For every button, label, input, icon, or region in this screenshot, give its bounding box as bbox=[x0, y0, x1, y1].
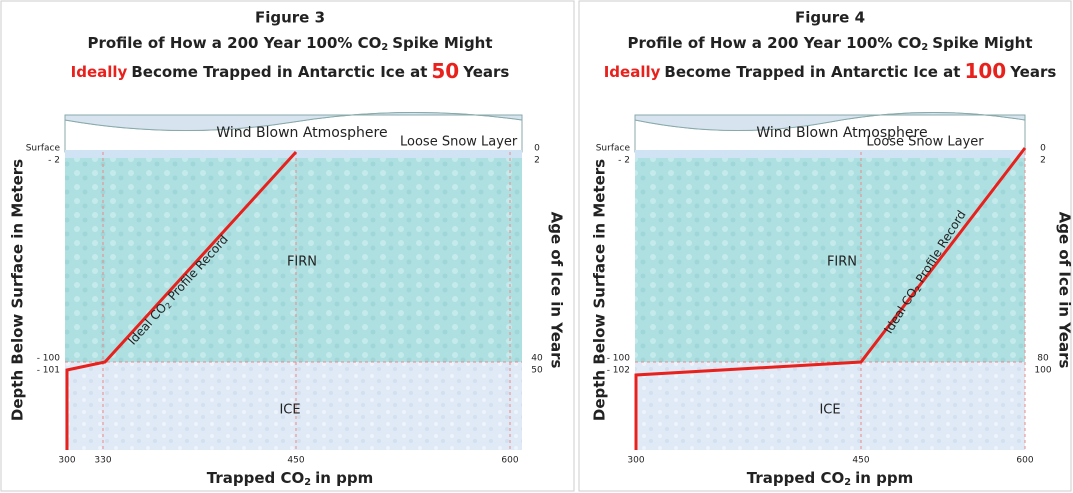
ice-label: ICE bbox=[279, 403, 300, 418]
title-line-part: 100 bbox=[964, 59, 1006, 83]
firn-label: FIRN bbox=[827, 255, 857, 270]
y-tick-label: Surface bbox=[596, 144, 631, 154]
firn bbox=[635, 152, 1025, 362]
y-axis-label: Depth Below Surface in Meters bbox=[591, 159, 609, 421]
wave bbox=[634, 111, 1026, 132]
title-line-part: Ideally bbox=[71, 63, 128, 81]
title-line-part: Become Trapped in Antarctic Ice at bbox=[131, 63, 427, 81]
y-tick-label: - 101 bbox=[37, 366, 60, 376]
y2-tick-label: 0 bbox=[1040, 144, 1046, 154]
y-tick-label: - 100 bbox=[607, 354, 631, 364]
x-axis-label: Trapped CO2 in ppm bbox=[747, 469, 913, 489]
y2-tick-label: 80 bbox=[1037, 354, 1049, 364]
y2-axis-label: Age of Ice in Years bbox=[548, 212, 566, 369]
y2-tick-label: 50 bbox=[531, 366, 543, 376]
atmosphere-label: Wind Blown Atmosphere bbox=[216, 125, 387, 141]
y2-tick-label: 0 bbox=[534, 144, 540, 154]
x-tick-label: 600 bbox=[1016, 456, 1033, 466]
ice bbox=[65, 362, 522, 450]
x-tick-label: 450 bbox=[852, 456, 869, 466]
title-line-part: 2 bbox=[381, 42, 388, 53]
y-tick-label: - 2 bbox=[48, 156, 60, 166]
title-line-part: Profile of How a 200 Year 100% CO bbox=[87, 34, 381, 52]
y2-tick-label: 40 bbox=[531, 354, 543, 364]
title-line: Profile of How a 200 Year 100% CO2 Spike … bbox=[87, 34, 492, 54]
title-line-part: Spike Might bbox=[392, 34, 492, 52]
title-line: Profile of How a 200 Year 100% CO2 Spike … bbox=[627, 34, 1032, 54]
snow-label: Loose Snow Layer bbox=[400, 135, 518, 150]
title-line: Ideally Become Trapped in Antarctic Ice a… bbox=[604, 59, 1057, 83]
x-axis-label-part: in ppm bbox=[855, 469, 913, 487]
x-tick-label: 300 bbox=[58, 456, 75, 466]
title-line-part: Years bbox=[462, 63, 509, 81]
panel-border bbox=[578, 0, 1072, 492]
title-line-part: 2 bbox=[921, 42, 928, 53]
y2-axis-label: Age of Ice in Years bbox=[1056, 212, 1073, 369]
title-line: Ideally Become Trapped in Antarctic Ice a… bbox=[71, 59, 510, 83]
snow-label: Loose Snow Layer bbox=[866, 135, 984, 150]
ice-label: ICE bbox=[819, 403, 840, 418]
title-line-part: Profile of How a 200 Year 100% CO bbox=[627, 34, 921, 52]
title-line-part: Ideally bbox=[604, 63, 661, 81]
figure-title: Figure 3 bbox=[255, 9, 325, 27]
y-tick-label: - 2 bbox=[618, 156, 630, 166]
figure-title: Figure 4 bbox=[795, 9, 865, 27]
ice bbox=[635, 362, 1025, 450]
profile-label-part: 2 bbox=[913, 284, 923, 293]
y-tick-label: - 100 bbox=[37, 354, 61, 364]
x-tick-label: 300 bbox=[627, 456, 644, 466]
x-tick-label: 450 bbox=[287, 456, 304, 466]
profile-label-part: 2 bbox=[164, 301, 174, 311]
atmosphere-label: Wind Blown Atmosphere bbox=[756, 125, 927, 141]
x-tick-label: 600 bbox=[501, 456, 518, 466]
title-line-part: Spike Might bbox=[932, 34, 1032, 52]
y-tick-label: - 102 bbox=[607, 366, 630, 376]
y2-tick-label: 100 bbox=[1034, 366, 1051, 376]
firn-label: FIRN bbox=[287, 255, 317, 270]
x-axis-label-part: in ppm bbox=[315, 469, 373, 487]
x-tick-label: 330 bbox=[94, 456, 111, 466]
title-line-part: Years bbox=[1009, 63, 1056, 81]
wave bbox=[64, 112, 523, 131]
snow-layer bbox=[635, 150, 1025, 158]
profile-line bbox=[634, 147, 1027, 450]
y-tick-label: Surface bbox=[26, 144, 61, 154]
firn bbox=[65, 152, 522, 362]
title-line-part: Become Trapped in Antarctic Ice at bbox=[664, 63, 960, 81]
x-axis-label-part: 2 bbox=[304, 477, 311, 488]
y-axis-label: Depth Below Surface in Meters bbox=[9, 159, 27, 421]
x-axis-label: Trapped CO2 in ppm bbox=[207, 469, 373, 489]
panel-border bbox=[0, 0, 575, 492]
profile-line bbox=[65, 150, 298, 450]
title-line-part: 50 bbox=[431, 59, 459, 83]
x-axis-label-part: Trapped CO bbox=[207, 469, 304, 487]
x-axis-label-part: Trapped CO bbox=[747, 469, 844, 487]
x-axis-label-part: 2 bbox=[844, 477, 851, 488]
y2-tick-label: 2 bbox=[534, 156, 540, 166]
y2-tick-label: 2 bbox=[1040, 156, 1046, 166]
